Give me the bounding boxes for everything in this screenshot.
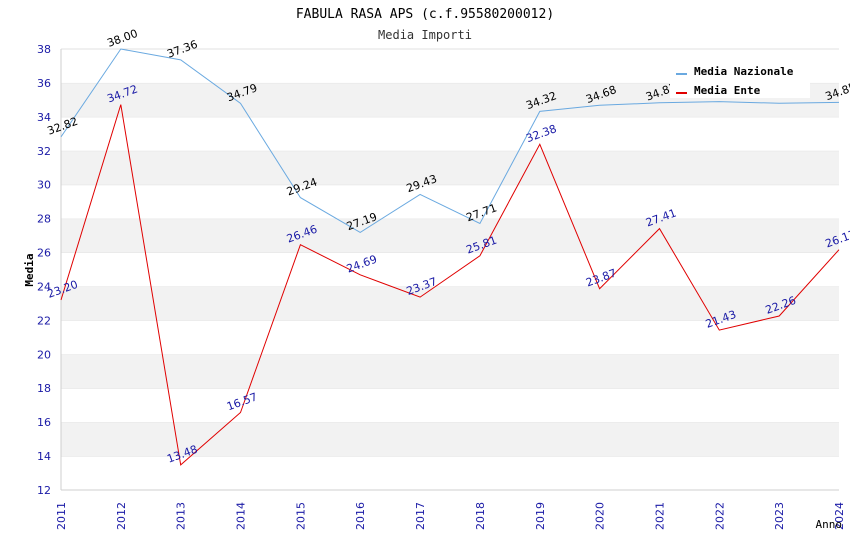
- y-tick-label: 30: [37, 179, 51, 192]
- x-axis-ticks: 2011 2012 2013 2014 2015 2016 2017 2018 2019 2020…: [55, 502, 846, 530]
- series-line: [60, 48, 840, 233]
- y-tick-label: 26: [37, 247, 51, 260]
- grid-band: [61, 388, 839, 423]
- grid-band: [61, 286, 839, 321]
- legend-label: Media Ente: [694, 84, 761, 97]
- x-tick-label: 2012: [115, 502, 128, 530]
- series-lines: [60, 48, 840, 466]
- grid-bands: [60, 48, 839, 491]
- y-tick-label: 38: [37, 43, 51, 56]
- x-tick-label: 2014: [235, 502, 248, 530]
- x-tick-label: 2011: [55, 502, 68, 530]
- x-axis-label: Anno: [816, 518, 843, 531]
- x-tick-label: 2020: [594, 502, 607, 530]
- x-tick-label: 2023: [773, 502, 786, 530]
- y-axis-ticks: 12 14 16 18 20 22 24 26 28 30 32 34 36 38: [37, 43, 51, 497]
- data-label: 38.00: [105, 27, 139, 50]
- grid-band: [61, 456, 839, 490]
- grid-band: [61, 422, 839, 457]
- y-tick-label: 24: [37, 280, 51, 293]
- y-tick-label: 22: [37, 314, 51, 327]
- y-tick-label: 20: [37, 348, 51, 361]
- x-tick-label: 2021: [653, 502, 666, 530]
- x-tick-label: 2013: [175, 502, 188, 530]
- grid-band: [61, 320, 839, 355]
- x-tick-label: 2018: [474, 502, 487, 530]
- chart-title: FABULA RASA APS (c.f.95580200012): [296, 7, 554, 22]
- grid-band: [61, 252, 839, 287]
- y-tick-label: 12: [37, 484, 51, 497]
- y-axis-label: Media: [23, 253, 36, 286]
- y-tick-label: 34: [37, 111, 51, 124]
- x-tick-label: 2016: [354, 502, 367, 530]
- grid-band: [61, 150, 839, 185]
- y-tick-label: 14: [37, 450, 51, 463]
- y-tick-label: 16: [37, 416, 51, 429]
- grid-band: [61, 218, 839, 253]
- y-tick-label: 18: [37, 382, 51, 395]
- y-tick-label: 32: [37, 145, 51, 158]
- x-tick-label: 2024: [833, 502, 846, 530]
- x-tick-label: 2022: [713, 502, 726, 530]
- series-line: [60, 104, 840, 466]
- grid-band: [61, 354, 839, 389]
- y-tick-label: 28: [37, 213, 51, 226]
- y-tick-label: 36: [37, 77, 51, 90]
- legend: Media Nazionale Media Ente: [670, 62, 810, 98]
- legend-label: Media Nazionale: [694, 65, 794, 78]
- x-tick-label: 2017: [414, 502, 427, 530]
- x-tick-label: 2019: [534, 502, 547, 530]
- grid-band: [61, 116, 839, 151]
- chart-subtitle: Media Importi: [378, 28, 472, 42]
- legend-box: [670, 62, 810, 98]
- x-tick-label: 2015: [294, 502, 307, 530]
- grid-band: [61, 184, 839, 219]
